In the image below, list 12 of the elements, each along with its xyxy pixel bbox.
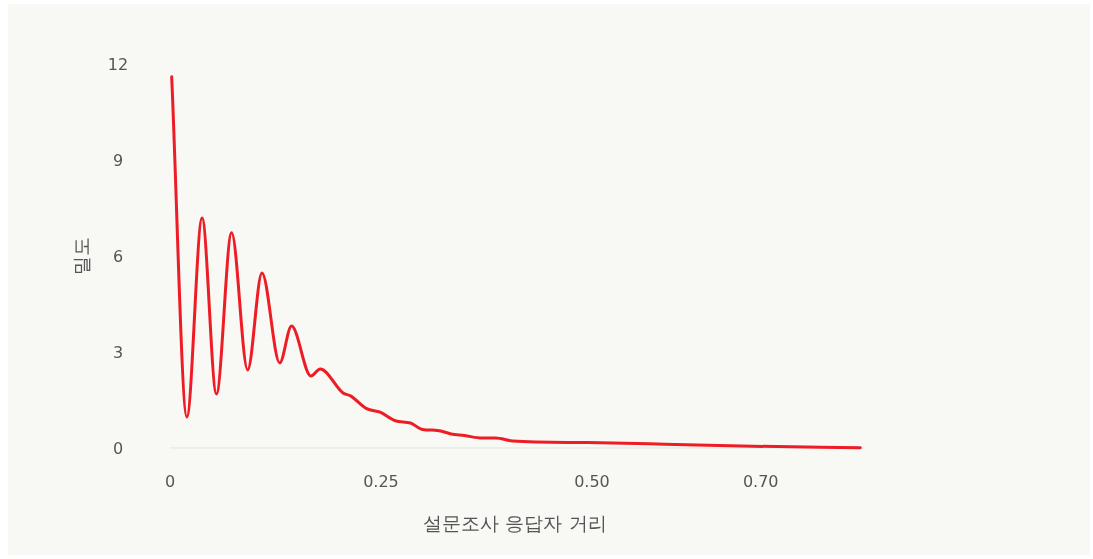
y-axis-title: 밀도	[70, 237, 92, 275]
x-axis-title: 설문조사 응답자 거리	[423, 512, 607, 534]
x-tick-label: 0.50	[574, 472, 610, 491]
line-series	[170, 75, 862, 450]
y-tick-label: 0	[112, 439, 124, 458]
x-tick-label: 0	[164, 472, 176, 491]
y-tick-label: 9	[112, 151, 124, 170]
x-tick-label: 0.25	[363, 472, 399, 491]
x-tick-label: 0.70	[742, 472, 779, 491]
y-tick-label: 6	[112, 247, 124, 266]
y-tick-label: 12	[107, 55, 129, 74]
y-tick-label: 3	[112, 343, 124, 362]
